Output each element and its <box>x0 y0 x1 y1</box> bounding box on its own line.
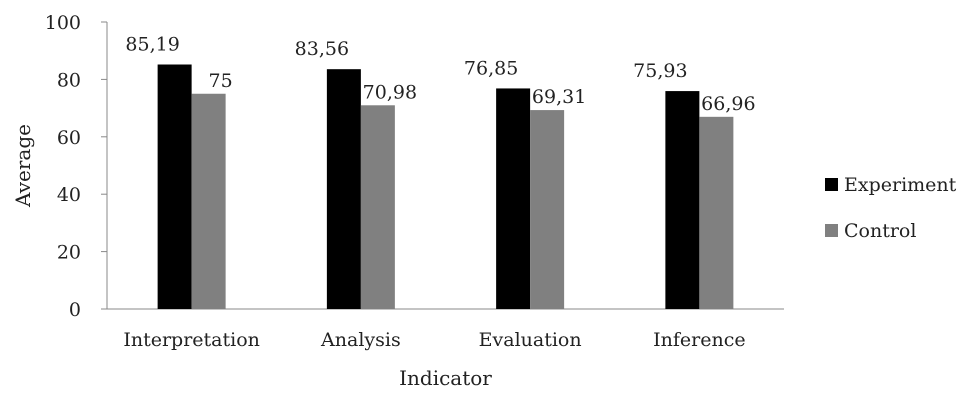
legend-swatch <box>825 224 838 237</box>
legend-item-experiment: Experiment <box>825 174 957 196</box>
data-label: 83,56 <box>295 38 349 60</box>
y-tick-group: 0 20 40 60 80 100 <box>45 12 107 321</box>
x-axis-title: Indicator <box>399 366 492 390</box>
legend-item-control: Control <box>825 220 916 242</box>
x-tick-label: Interpretation <box>123 329 260 351</box>
data-label: 76,85 <box>464 57 518 79</box>
bar-experiment <box>326 69 361 309</box>
bar-experiment <box>665 91 700 309</box>
y-tick-label: 60 <box>57 127 81 149</box>
bar-control <box>360 105 395 309</box>
bar-control <box>191 93 226 309</box>
x-tick-label: Evaluation <box>479 329 582 351</box>
y-tick-label: 80 <box>57 69 81 91</box>
y-axis-title: Average <box>11 124 35 208</box>
category-label-group: Interpretation Analysis Evaluation Inferenc… <box>123 329 745 351</box>
x-tick-label: Analysis <box>320 329 401 351</box>
y-tick-label: 100 <box>45 12 81 34</box>
data-label: 75,93 <box>633 60 687 82</box>
legend-label: Control <box>844 220 916 242</box>
bar-experiment <box>496 88 531 310</box>
legend: Experiment Control <box>825 174 957 242</box>
data-label: 85,19 <box>125 34 179 56</box>
y-tick-label: 20 <box>57 242 81 264</box>
y-tick-label: 0 <box>69 299 81 321</box>
data-label: 69,31 <box>532 86 586 108</box>
bar-control <box>699 116 734 309</box>
data-label: 66,96 <box>701 93 755 115</box>
y-tick-label: 40 <box>57 184 81 206</box>
data-label: 70,98 <box>363 81 417 103</box>
bar-control <box>530 110 565 310</box>
x-tick-label: Inference <box>653 329 745 351</box>
bar-experiment <box>157 64 192 309</box>
legend-swatch <box>825 178 838 191</box>
data-label-group: 85,19 75 83,56 70,98 76,85 69,31 75,93 66,96 <box>125 34 755 115</box>
data-label: 75 <box>209 70 233 92</box>
legend-label: Experiment <box>844 174 957 196</box>
bars-group <box>157 64 734 310</box>
